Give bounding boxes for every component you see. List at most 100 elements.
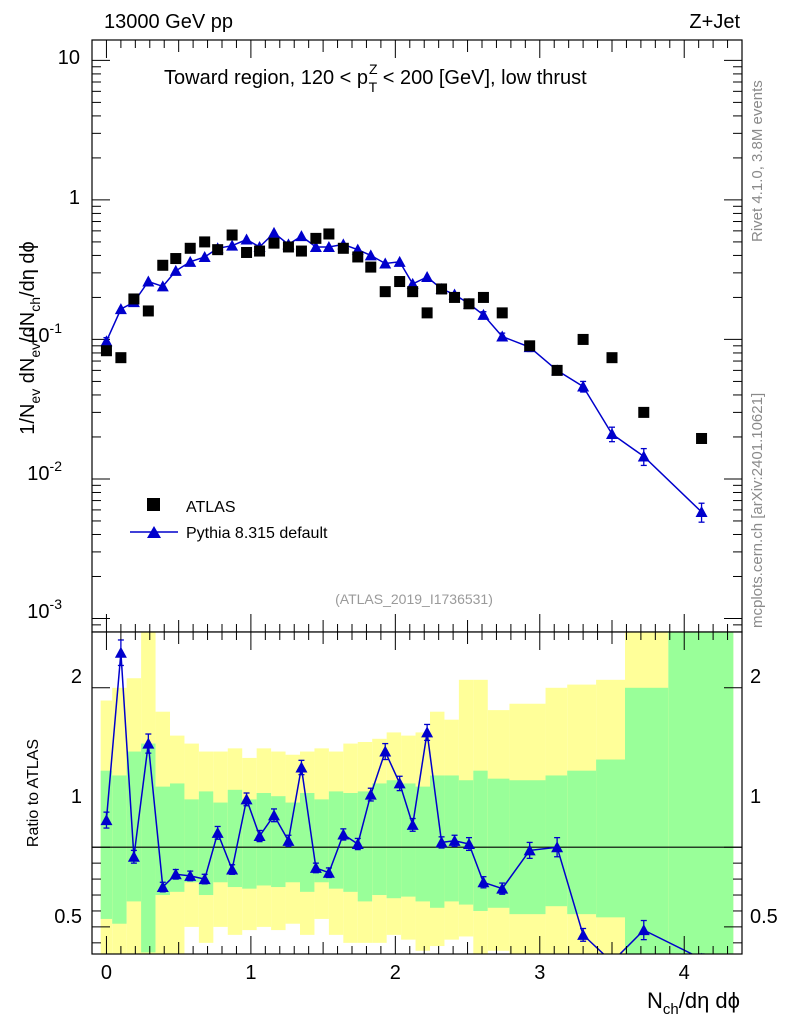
- atlas-point: [379, 286, 391, 298]
- atlas-point: [551, 364, 563, 376]
- ratio-band-inner: [141, 743, 156, 953]
- atlas-point: [295, 245, 307, 257]
- ratio-band-inner: [112, 775, 127, 924]
- rivet-label: Rivet 4.1.0, 3.8M events: [749, 80, 766, 242]
- ratio-point: [226, 863, 239, 875]
- atlas-point: [282, 241, 294, 253]
- ratio-band-inner: [668, 632, 734, 954]
- atlas-point: [337, 242, 349, 254]
- mc-point: [114, 303, 127, 315]
- ratio-point: [127, 850, 140, 862]
- ratio-band-inner: [415, 786, 430, 902]
- atlas-point: [496, 307, 508, 319]
- atlas-point: [184, 242, 196, 254]
- ratio-point: [184, 869, 197, 881]
- xtick-labels: 0 1 2 3 4: [101, 962, 690, 984]
- mc-point: [379, 257, 392, 269]
- atlas-point: [241, 246, 253, 258]
- mc-point: [393, 255, 406, 267]
- atlas-point: [577, 333, 589, 345]
- atlas-point: [157, 259, 169, 271]
- ratio-point: [379, 745, 392, 757]
- mc-point: [198, 250, 211, 262]
- atlas-point: [128, 293, 140, 305]
- ratio-plot-frame: [91, 631, 743, 955]
- xtick-label-1: 1: [245, 962, 256, 984]
- mc-point: [156, 280, 169, 292]
- ratio-ytick-1-right: 1: [750, 786, 761, 808]
- ratio-band-inner: [444, 775, 459, 902]
- ratio-point: [463, 838, 475, 850]
- ratio-point: [240, 793, 253, 805]
- atlas-point: [170, 253, 182, 265]
- ratio-point: [435, 836, 448, 848]
- atlas-point: [310, 232, 322, 244]
- ratio-point: [198, 873, 211, 885]
- atlas-point: [352, 251, 364, 263]
- mc-point: [309, 240, 322, 252]
- ratio-point: [406, 818, 419, 830]
- ratio-point: [337, 828, 350, 840]
- ratio-point: [393, 777, 406, 789]
- ratio-band-inner: [314, 799, 329, 883]
- mc-point: [577, 380, 590, 392]
- ratio-point: [114, 646, 127, 658]
- mc-point: [695, 505, 708, 517]
- mc-point: [169, 264, 182, 276]
- ratio-point: [268, 809, 280, 821]
- ratio-band-inner: [155, 786, 170, 896]
- ratio-ylabel: Ratio to ATLAS: [25, 739, 42, 847]
- ratio-band-inner: [343, 793, 358, 892]
- mc-point: [421, 271, 434, 283]
- ratio-band-inner: [198, 791, 214, 896]
- ratio-band-inner: [242, 799, 257, 889]
- ratio-ytick-0-5-right: 0.5: [750, 906, 778, 928]
- ratio-point: [156, 881, 169, 893]
- ratio-band-inner: [300, 793, 315, 892]
- mc-point: [606, 427, 618, 439]
- ratio-point: [448, 834, 461, 846]
- atlas-point: [100, 345, 112, 357]
- ratio-band-inner: [285, 802, 300, 883]
- ratio-point: [606, 956, 618, 967]
- mc-point: [184, 255, 197, 267]
- atlas-point: [115, 352, 127, 364]
- atlas-point: [268, 237, 280, 249]
- ytick-label-1e-3: 10-3: [27, 596, 62, 623]
- analysis-label: (ATLAS_2019_I1736531): [335, 591, 493, 607]
- mc-point: [322, 240, 335, 252]
- ratio-point: [421, 726, 434, 738]
- ratio-band-inner: [401, 783, 416, 897]
- atlas-point: [449, 291, 461, 303]
- process-label: Z+Jet: [689, 11, 740, 33]
- ratio-point: [142, 737, 155, 749]
- mc-point: [240, 233, 253, 245]
- atlas-point: [421, 307, 433, 319]
- ratio-point: [551, 841, 564, 853]
- legend-atlas-label: ATLAS: [186, 499, 236, 516]
- ratio-band-inner: [473, 770, 488, 911]
- legend-mc-label: Pythia 8.315 default: [186, 525, 328, 542]
- mcplots-label: mcplots.cern.ch [arXiv:2401.10621]: [749, 393, 766, 628]
- xaxis-label: Nch/dη dϕ: [647, 988, 740, 1018]
- main-ytick-labels: 10 1 10-1 10-2 10-3: [27, 47, 80, 623]
- atlas-point: [142, 305, 154, 317]
- ratio-band-inner: [625, 687, 669, 954]
- ratio-band-inner: [100, 770, 113, 919]
- ratio-point: [351, 838, 364, 850]
- ytick-label-1e-2: 10-2: [27, 458, 62, 485]
- ratio-point: [211, 826, 224, 838]
- mc-point: [295, 230, 308, 242]
- ratio-plot: 2 1 0.5 2 1 0.5 Ratio to ATLAS: [25, 631, 778, 967]
- ratio-series-layer: [100, 639, 705, 967]
- ratio-ytick-2: 2: [71, 666, 82, 688]
- ratio-point: [295, 761, 308, 773]
- atlas-point: [696, 432, 708, 444]
- ratio-band-inner: [487, 778, 510, 908]
- ratio-band-inner: [184, 799, 199, 883]
- ratio-point: [637, 924, 650, 936]
- main-plot: Toward region, 120 < pZ T < 200 [GeV], lo…: [17, 39, 743, 633]
- ratio-band-inner: [170, 783, 185, 892]
- ratio-point: [577, 928, 590, 940]
- ratio-ytick-0-5: 0.5: [54, 906, 82, 928]
